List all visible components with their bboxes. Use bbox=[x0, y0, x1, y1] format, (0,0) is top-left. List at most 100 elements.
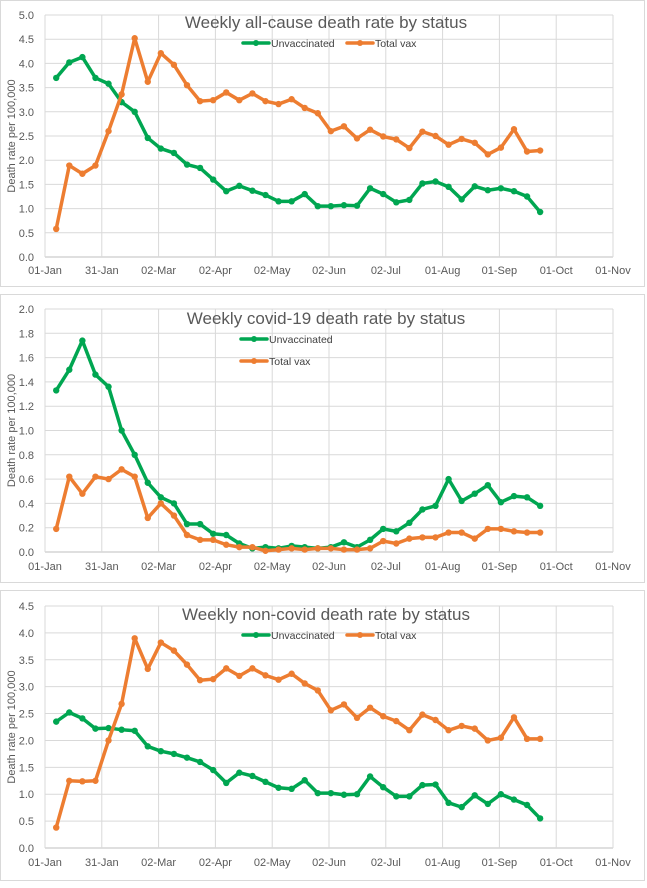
data-point-unvaccinated bbox=[105, 724, 112, 732]
data-point-unvaccinated bbox=[249, 187, 256, 194]
data-point-total-vax bbox=[379, 713, 387, 720]
y-tick-label: 0.0 bbox=[19, 547, 34, 559]
data-point-unvaccinated bbox=[131, 451, 138, 458]
data-point-unvaccinated bbox=[249, 772, 256, 780]
data-point-total-vax bbox=[118, 91, 125, 98]
y-tick-label: 1.8 bbox=[19, 328, 34, 340]
data-point-total-vax bbox=[249, 665, 256, 672]
data-point-total-vax bbox=[157, 500, 165, 507]
y-tick-label: 4.0 bbox=[19, 628, 34, 640]
data-point-total-vax bbox=[471, 535, 478, 542]
legend: Unvaccinated Total vax bbox=[241, 38, 417, 50]
series-line-total-vax bbox=[54, 636, 542, 830]
data-point-unvaccinated bbox=[301, 190, 308, 198]
data-point-total-vax bbox=[536, 147, 544, 154]
x-tick-label: 02-Mar bbox=[141, 857, 176, 869]
x-tick-label: 31-Jan bbox=[85, 265, 119, 277]
data-point-unvaccinated bbox=[209, 766, 217, 774]
data-point-total-vax bbox=[445, 141, 452, 148]
legend-marker bbox=[253, 40, 259, 46]
chart-non-covid: 0.0 0.5 1.0 1.5 2.0 2.5 3.0 3.5 4.0 4.5 01-Jan 31-J… bbox=[6, 601, 631, 869]
data-point-unvaccinated bbox=[196, 758, 204, 766]
data-point-unvaccinated bbox=[157, 145, 165, 152]
data-point-unvaccinated bbox=[393, 793, 400, 800]
y-tick-label: 0.0 bbox=[19, 252, 34, 264]
data-point-unvaccinated bbox=[196, 520, 204, 528]
data-point-total-vax bbox=[340, 546, 348, 553]
data-point-total-vax bbox=[379, 537, 387, 545]
data-point-total-vax bbox=[92, 777, 99, 784]
data-point-unvaccinated bbox=[170, 149, 178, 157]
data-point-total-vax bbox=[353, 135, 361, 142]
data-point-total-vax bbox=[484, 737, 492, 744]
data-point-unvaccinated bbox=[379, 784, 387, 791]
data-point-unvaccinated bbox=[144, 479, 151, 486]
legend-label: Total vax bbox=[375, 38, 417, 50]
series-line-unvaccinated bbox=[54, 55, 542, 214]
x-tick-label: 02-Mar bbox=[141, 561, 176, 573]
data-point-total-vax bbox=[92, 162, 99, 169]
x-tick-label: 02-May bbox=[254, 561, 291, 573]
data-point-total-vax bbox=[105, 475, 112, 483]
data-point-unvaccinated bbox=[536, 208, 544, 216]
data-point-unvaccinated bbox=[340, 202, 348, 209]
y-tick-label: 1.0 bbox=[19, 204, 34, 216]
x-tick-label: 02-May bbox=[254, 857, 291, 869]
x-tick-label: 01-Nov bbox=[595, 561, 631, 573]
data-point-unvaccinated bbox=[236, 182, 243, 190]
x-tick-label: 01-Sep bbox=[482, 561, 517, 573]
y-tick-label: 1.2 bbox=[19, 401, 34, 413]
chart-title: Weekly covid-19 death rate by status bbox=[187, 309, 465, 328]
data-point-total-vax bbox=[118, 700, 125, 708]
data-point-unvaccinated bbox=[432, 502, 439, 510]
data-point-total-vax bbox=[497, 525, 505, 533]
y-tick-label: 3.0 bbox=[19, 107, 34, 119]
data-point-total-vax bbox=[393, 136, 400, 143]
data-point-total-vax bbox=[288, 545, 295, 552]
data-point-unvaccinated bbox=[510, 187, 518, 195]
x-tick-label: 02-Jul bbox=[371, 265, 401, 277]
data-point-unvaccinated bbox=[445, 183, 452, 191]
legend: Unvaccinated Total vax bbox=[241, 630, 417, 642]
data-point-unvaccinated bbox=[183, 754, 191, 761]
legend-label: Unvaccinated bbox=[269, 334, 333, 346]
data-point-total-vax bbox=[183, 531, 191, 539]
legend-marker bbox=[251, 358, 257, 364]
data-point-total-vax bbox=[288, 670, 295, 677]
y-tick-label: 4.5 bbox=[19, 601, 34, 613]
data-point-unvaccinated bbox=[497, 791, 505, 798]
x-tick-label: 02-Jul bbox=[371, 561, 401, 573]
y-tick-label: 2.5 bbox=[19, 131, 34, 143]
x-tick-label: 01-Jan bbox=[28, 265, 62, 277]
x-tick-label: 31-Jan bbox=[85, 857, 119, 869]
data-point-unvaccinated bbox=[288, 198, 295, 205]
y-tick-label: 1.5 bbox=[19, 762, 34, 774]
data-point-unvaccinated bbox=[236, 769, 243, 776]
data-point-unvaccinated bbox=[340, 791, 348, 798]
data-point-total-vax bbox=[223, 665, 230, 672]
data-point-unvaccinated bbox=[118, 427, 125, 434]
legend-marker bbox=[251, 336, 257, 342]
y-tick-label: 1.5 bbox=[19, 179, 34, 191]
data-point-total-vax bbox=[366, 126, 374, 133]
data-point-total-vax bbox=[406, 144, 413, 152]
data-point-unvaccinated bbox=[144, 134, 151, 142]
data-point-total-vax bbox=[249, 90, 256, 97]
legend-marker bbox=[357, 632, 363, 638]
y-tick-label: 0.4 bbox=[19, 498, 34, 510]
data-point-total-vax bbox=[458, 135, 465, 143]
data-point-unvaccinated bbox=[223, 187, 230, 195]
x-tick-label: 02-Apr bbox=[199, 561, 232, 573]
y-tick-label: 1.0 bbox=[19, 426, 34, 438]
data-point-total-vax bbox=[353, 546, 361, 553]
data-point-total-vax bbox=[170, 61, 178, 69]
data-point-total-vax bbox=[223, 89, 230, 96]
chart-title: Weekly non-covid death rate by status bbox=[182, 605, 470, 624]
data-point-unvaccinated bbox=[353, 791, 361, 798]
data-point-unvaccinated bbox=[406, 519, 413, 527]
data-point-total-vax bbox=[105, 127, 112, 135]
data-point-total-vax bbox=[497, 144, 505, 151]
data-point-total-vax bbox=[510, 126, 518, 133]
data-point-total-vax bbox=[419, 534, 426, 541]
data-point-unvaccinated bbox=[288, 785, 295, 793]
